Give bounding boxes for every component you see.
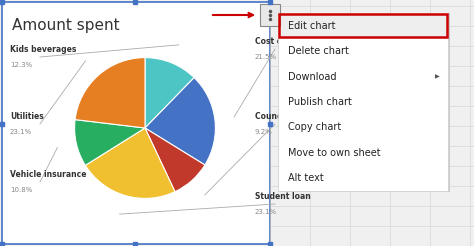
- Wedge shape: [75, 58, 145, 128]
- Text: Download: Download: [288, 72, 337, 82]
- Text: Council task: Council task: [255, 112, 308, 121]
- Text: Publish chart: Publish chart: [288, 97, 352, 107]
- FancyArrowPatch shape: [213, 13, 253, 17]
- Wedge shape: [74, 120, 145, 165]
- Wedge shape: [85, 128, 175, 198]
- Text: Utilities: Utilities: [10, 112, 44, 121]
- Text: Amount spent: Amount spent: [12, 18, 119, 33]
- Text: Kids beverages: Kids beverages: [10, 45, 76, 54]
- Text: Delete chart: Delete chart: [288, 46, 349, 56]
- FancyBboxPatch shape: [278, 13, 448, 191]
- Text: Copy chart: Copy chart: [288, 123, 341, 132]
- Text: 9.2%: 9.2%: [255, 129, 273, 135]
- Text: ▶: ▶: [435, 74, 440, 79]
- Wedge shape: [145, 128, 205, 192]
- FancyBboxPatch shape: [279, 13, 450, 192]
- Text: 12.3%: 12.3%: [10, 62, 32, 68]
- Text: 23.1%: 23.1%: [255, 209, 277, 215]
- Text: Edit chart: Edit chart: [288, 21, 336, 31]
- Text: Student loan: Student loan: [255, 192, 311, 201]
- Text: 21.5%: 21.5%: [255, 54, 277, 60]
- Text: Vehicle insurance: Vehicle insurance: [10, 170, 86, 179]
- FancyBboxPatch shape: [2, 2, 270, 244]
- FancyBboxPatch shape: [278, 13, 448, 38]
- Text: 10.8%: 10.8%: [10, 187, 32, 193]
- Text: Alt text: Alt text: [288, 173, 324, 183]
- FancyBboxPatch shape: [260, 4, 280, 26]
- Text: Cost of foo: Cost of foo: [255, 37, 302, 46]
- Text: 23.1%: 23.1%: [10, 129, 32, 135]
- Wedge shape: [145, 58, 194, 128]
- Wedge shape: [145, 77, 215, 165]
- Text: Move to own sheet: Move to own sheet: [288, 148, 381, 158]
